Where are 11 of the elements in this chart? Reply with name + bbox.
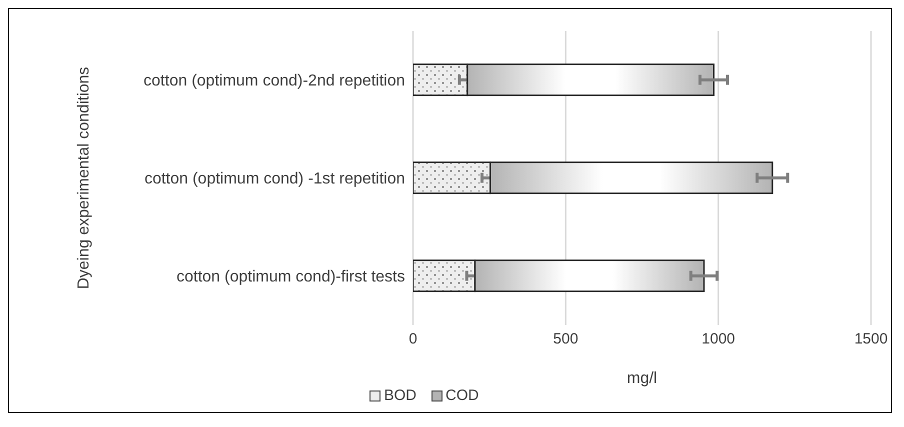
x-tick-label: 1000 [702, 330, 736, 348]
y-axis-title: Dyeing experimental conditions [76, 66, 93, 290]
y-tick-label: cotton (optimum cond)-first tests [176, 268, 405, 286]
y-tick-label: cotton (optimum cond) -1st repetition [144, 170, 405, 188]
legend-label: BOD [384, 387, 417, 404]
x-tick-label: 0 [408, 330, 418, 348]
y-tick-label: cotton (optimum cond)-2nd repetition [144, 72, 405, 90]
x-tick-label: 500 [553, 330, 578, 348]
x-tick-label: 1500 [854, 330, 888, 348]
legend-label: COD [446, 387, 479, 404]
x-axis-title: mg/l [626, 370, 658, 387]
